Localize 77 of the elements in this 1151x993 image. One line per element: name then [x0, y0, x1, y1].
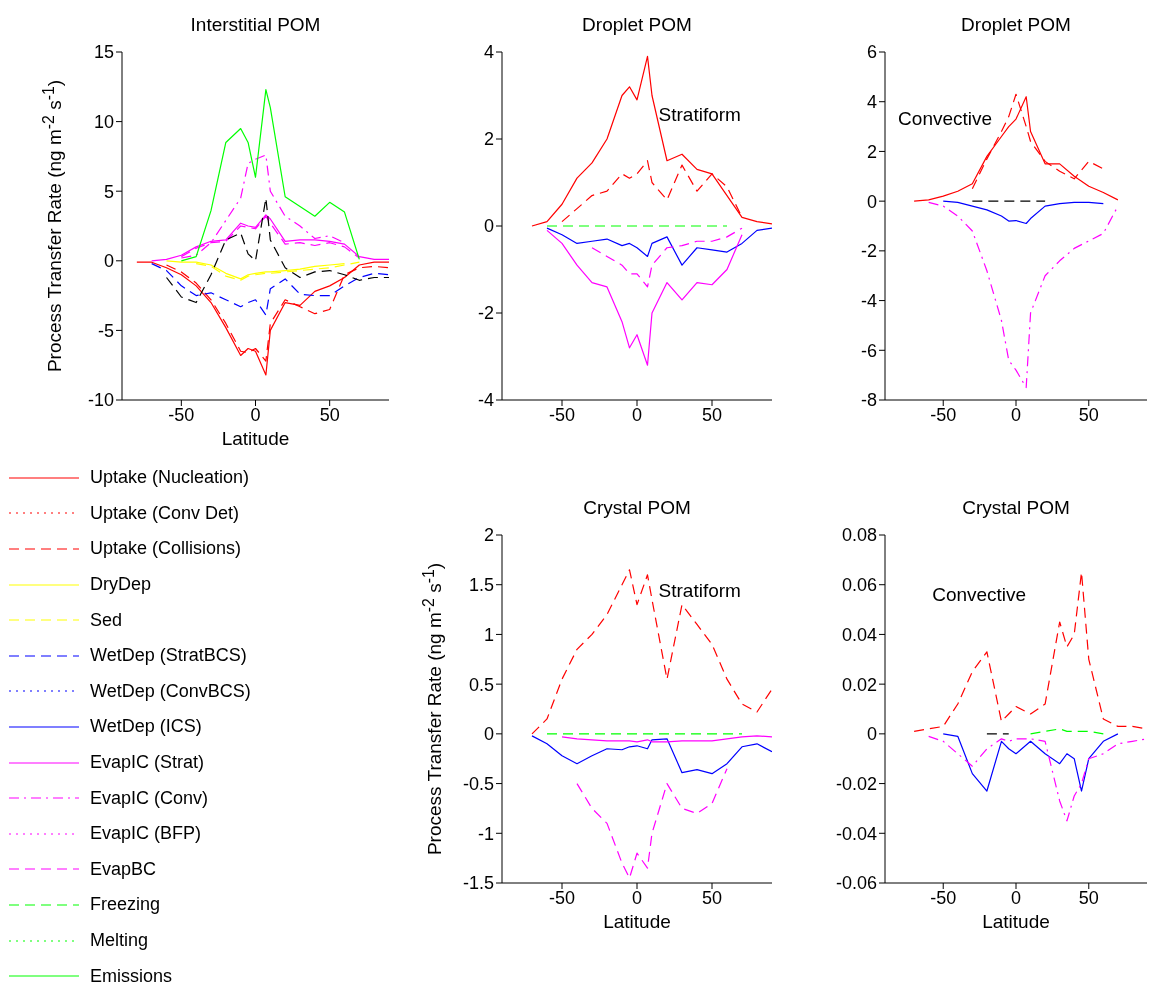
y-tick-label: 5: [103, 181, 114, 202]
x-tick-label: -50: [930, 404, 957, 425]
y-tick-label: 1: [483, 624, 494, 645]
y-tick-label: 0.5: [468, 674, 494, 695]
x-tick-label: 50: [1078, 404, 1099, 425]
y-tick-label: 2: [483, 129, 494, 150]
y-tick-label: 2: [483, 525, 494, 546]
legend-label: Sed: [90, 609, 123, 631]
chart-title: Interstitial POM: [189, 14, 322, 36]
y-tick-label: 2: [866, 141, 877, 162]
x-tick-label: 50: [701, 887, 723, 908]
x-tick-label: 0: [1010, 404, 1022, 425]
y-tick-label: 0: [866, 724, 877, 745]
x-tick-label: 50: [319, 404, 340, 425]
legend-label: WetDep (ConvBCS): [90, 680, 251, 702]
legend-label: WetDep (ICS): [90, 716, 202, 738]
x-tick-label: 0: [631, 887, 643, 908]
legend-label: EvapIC (Conv): [90, 787, 209, 809]
legend-label: Melting: [90, 930, 149, 952]
legend-label: Uptake (Conv Det): [90, 502, 240, 524]
legend-label: EvapBC: [90, 858, 157, 880]
y-tick-label: 10: [93, 111, 114, 132]
y-tick-label: -10: [87, 390, 114, 411]
x-axis-title: Latitude: [981, 911, 1051, 933]
annotation: Convective: [898, 107, 993, 130]
y-tick-label: -4: [477, 390, 494, 411]
y-tick-label: 0: [483, 724, 494, 745]
y-tick-label: -0.06: [835, 873, 877, 894]
annotation: Stratiform: [658, 104, 741, 127]
y-tick-label: 0.08: [841, 525, 877, 546]
legend-label: Uptake (Nucleation): [90, 467, 250, 489]
y-tick-label: 0: [483, 216, 494, 237]
y-tick-label: 0: [103, 251, 114, 272]
x-tick-label: 0: [631, 404, 643, 425]
x-axis-title: Latitude: [220, 428, 291, 450]
y-tick-label: 4: [866, 92, 877, 113]
y-tick-label: 0.02: [841, 674, 877, 695]
x-tick-label: -50: [548, 887, 576, 908]
legend-label: DryDep: [90, 574, 152, 596]
annotation: Stratiform: [658, 580, 741, 603]
y-tick-label: 4: [483, 42, 494, 63]
y-tick-label: 1.5: [468, 575, 494, 596]
y-tick-label: 6: [866, 42, 877, 63]
chart-title: Droplet POM: [581, 14, 693, 36]
x-tick-label: 0: [250, 404, 261, 425]
annotation: Convective: [932, 583, 1027, 606]
y-tick-label: 15: [93, 42, 114, 63]
x-axis-title: Latitude: [602, 911, 672, 933]
y-tick-label: -0.04: [835, 823, 877, 844]
y-tick-label: -8: [860, 390, 877, 411]
y-tick-label: 0: [866, 191, 877, 212]
chart-title: Crystal POM: [582, 497, 692, 519]
y-tick-label: -6: [860, 340, 877, 361]
x-tick-label: -50: [548, 404, 576, 425]
y-tick-label: -0.02: [835, 773, 877, 794]
y-tick-label: -0.5: [462, 773, 494, 794]
x-tick-label: 0: [1010, 887, 1022, 908]
chart-title: Droplet POM: [960, 14, 1072, 36]
legend-label: Freezing: [90, 894, 161, 916]
chart-title: Crystal POM: [961, 497, 1071, 519]
legend-label: Uptake (Collisions): [90, 538, 242, 560]
y-tick-label: -2: [477, 303, 494, 324]
y-tick-label: 0.06: [841, 575, 877, 596]
y-tick-label: -2: [860, 241, 877, 262]
x-tick-label: -50: [930, 887, 957, 908]
legend-label: EvapIC (Strat): [90, 752, 205, 774]
y-tick-label: -4: [860, 290, 877, 311]
legend-label: EvapIC (BFP): [90, 823, 202, 845]
x-tick-label: 50: [1078, 887, 1099, 908]
y-tick-label: -1.5: [462, 873, 494, 894]
x-tick-label: -50: [168, 404, 195, 425]
y-tick-label: 0.04: [841, 624, 877, 645]
y-tick-label: -1: [477, 823, 494, 844]
legend-label: WetDep (StratBCS): [90, 645, 247, 667]
legend-label: Emissions: [90, 965, 173, 987]
y-tick-label: -5: [97, 320, 114, 341]
x-tick-label: 50: [701, 404, 723, 425]
